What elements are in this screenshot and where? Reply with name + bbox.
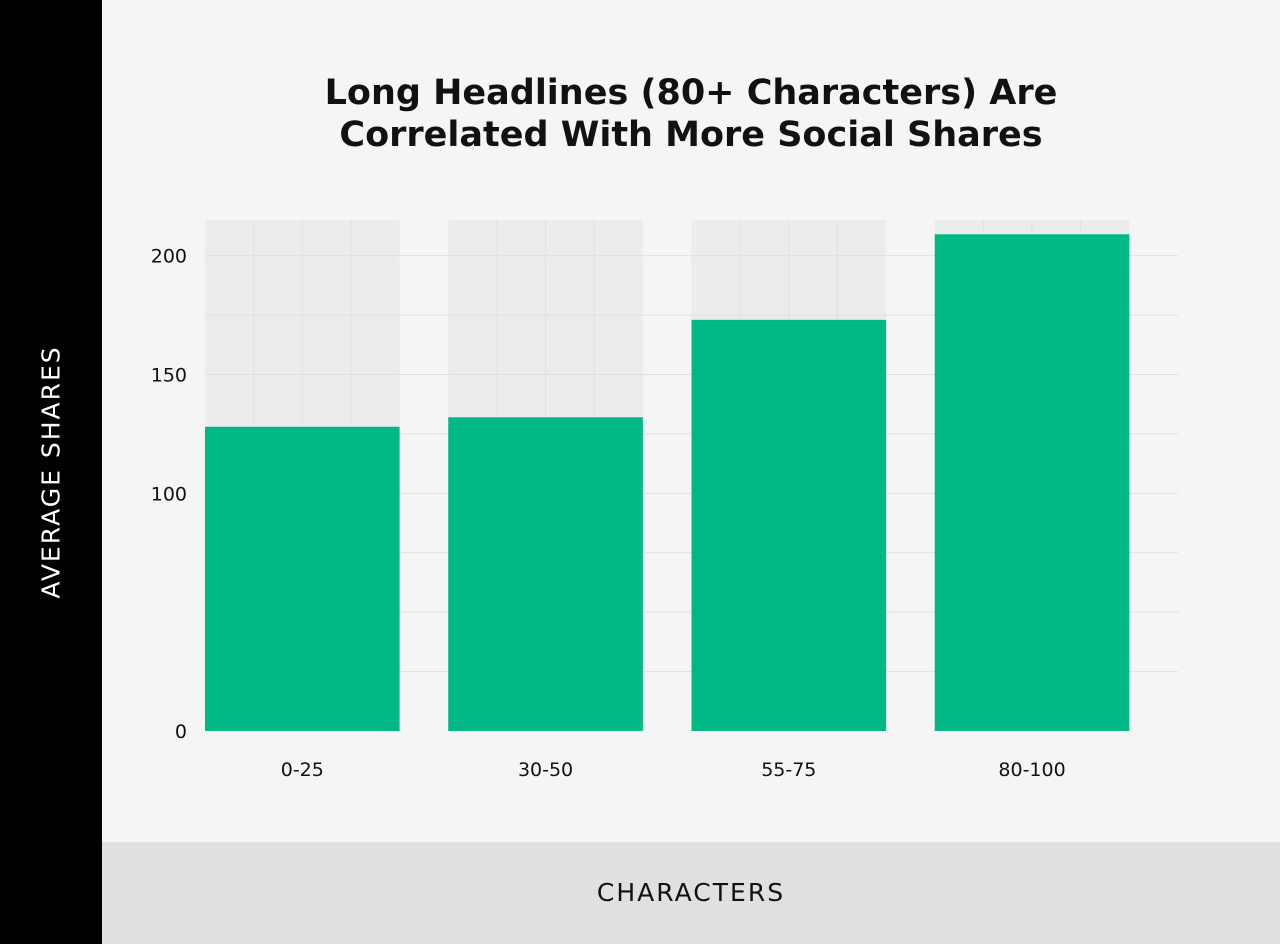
x-axis-label: CHARACTERS — [596, 878, 786, 907]
y-tick-label: 150 — [151, 364, 187, 386]
bar-55-75 — [691, 319, 887, 731]
chart-title: Long Headlines (80+ Characters) Are Corr… — [102, 72, 1280, 156]
chart-title-line-2: Correlated With More Social Shares — [339, 115, 1043, 155]
chart-title-line-1: Long Headlines (80+ Characters) Are — [324, 73, 1058, 113]
y-axis-label-band: AVERAGE SHARES — [0, 0, 102, 944]
x-tick-label: 55-75 — [761, 759, 816, 781]
y-tick-label: 0 — [175, 721, 187, 743]
x-tick-label: 0-25 — [281, 759, 324, 781]
x-tick-label: 80-100 — [998, 759, 1065, 781]
x-tick-label: 30-50 — [518, 759, 573, 781]
x-axis-label-band: CHARACTERS — [102, 842, 1280, 944]
bar-80-100 — [934, 234, 1130, 731]
y-tick-label: 200 — [151, 246, 187, 268]
bar-30-50 — [448, 417, 643, 731]
y-tick-label: 100 — [151, 483, 187, 505]
bar-0-25 — [205, 426, 400, 731]
